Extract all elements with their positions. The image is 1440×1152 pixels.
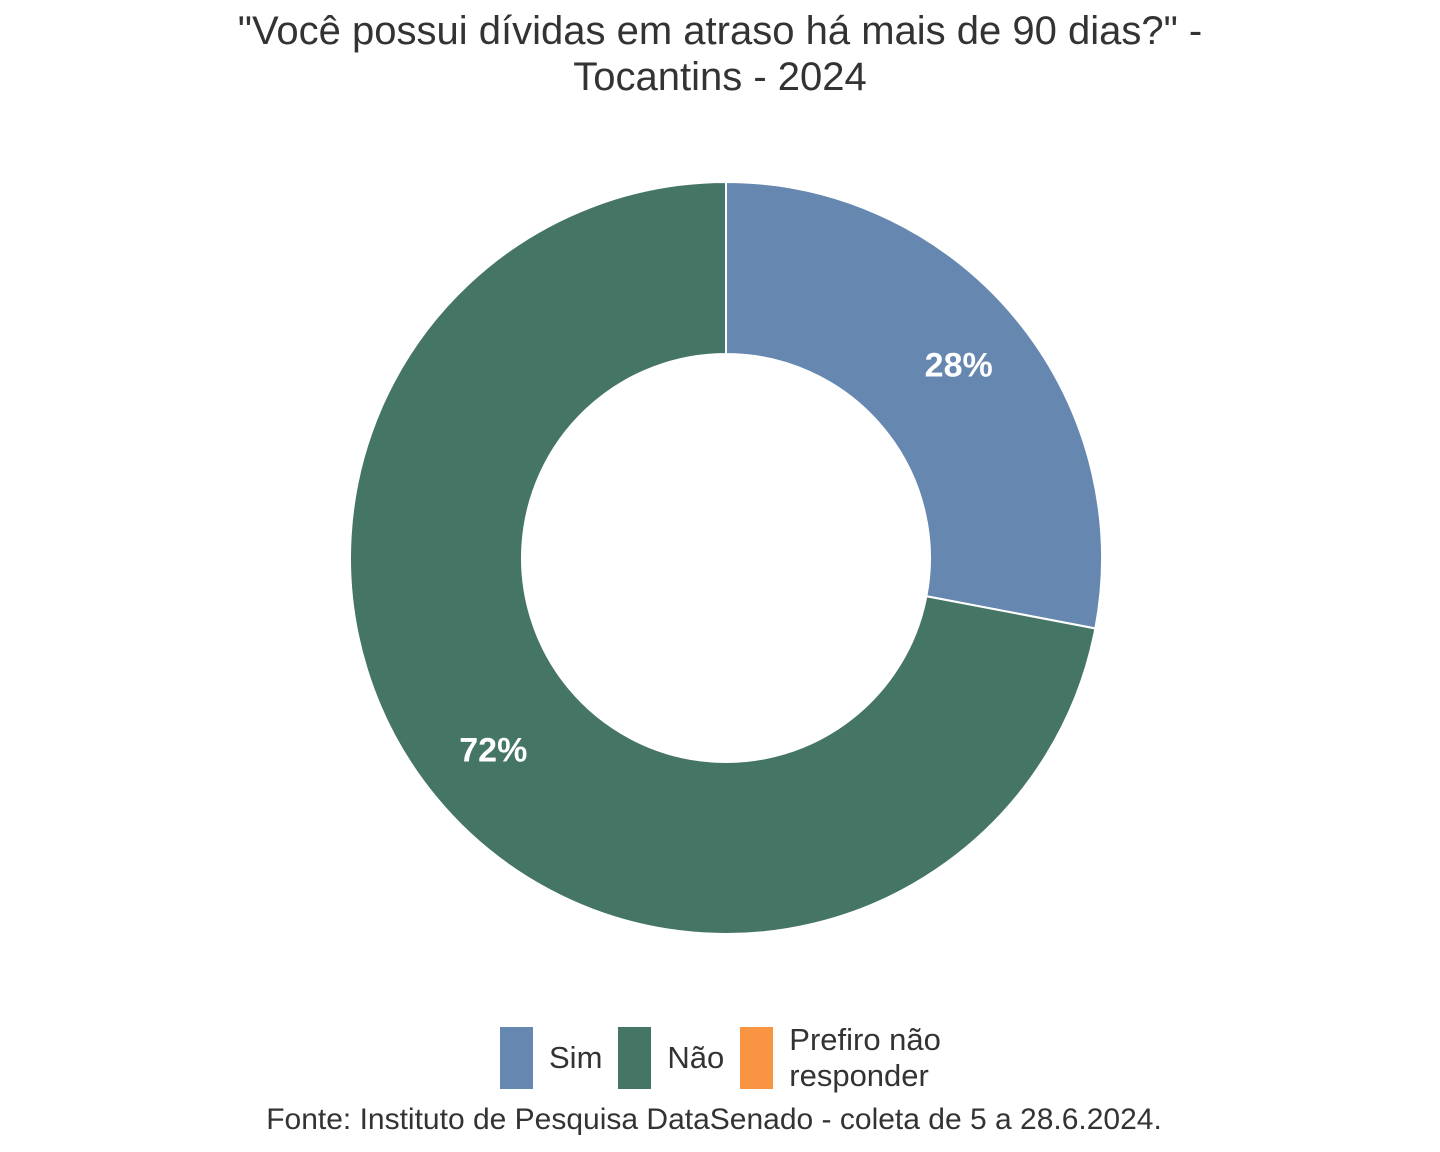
legend-item-prefiro-nao-responder: Prefiro não responder [740,1022,941,1094]
chart-title: "Você possui dívidas em atraso há mais d… [0,8,1440,100]
chart-title-line-1: "Você possui dívidas em atraso há mais d… [237,9,1203,53]
legend-item-sim: Sim [500,1027,602,1089]
slice-label-nao: 72% [459,732,527,770]
donut-slice-sim [725,180,1103,630]
legend-label-sim: Sim [549,1040,603,1075]
legend-item-nao: Não [618,1027,724,1089]
legend-key-prefiro-nao-responder [740,1027,774,1089]
chart-caption: Fonte: Instituto de Pesquisa DataSenado … [266,1103,1162,1136]
chart-title-line-2: Tocantins - 2024 [573,55,867,99]
donut-slice-labels: 28% 72% [459,346,992,769]
donut-slices [349,180,1103,935]
legend-label-nao: Não [667,1040,725,1075]
legend-key-nao [618,1027,652,1089]
legend-key-sim [500,1027,533,1089]
legend-label-prefiro-nao-responder: Prefiro não responder [789,1022,941,1093]
slice-label-sim: 28% [925,346,993,384]
donut-chart: 28% 72% [349,180,1103,935]
donut-slice-nao [349,180,1097,935]
legend: Sim Não Prefiro não responder [500,1022,957,1093]
